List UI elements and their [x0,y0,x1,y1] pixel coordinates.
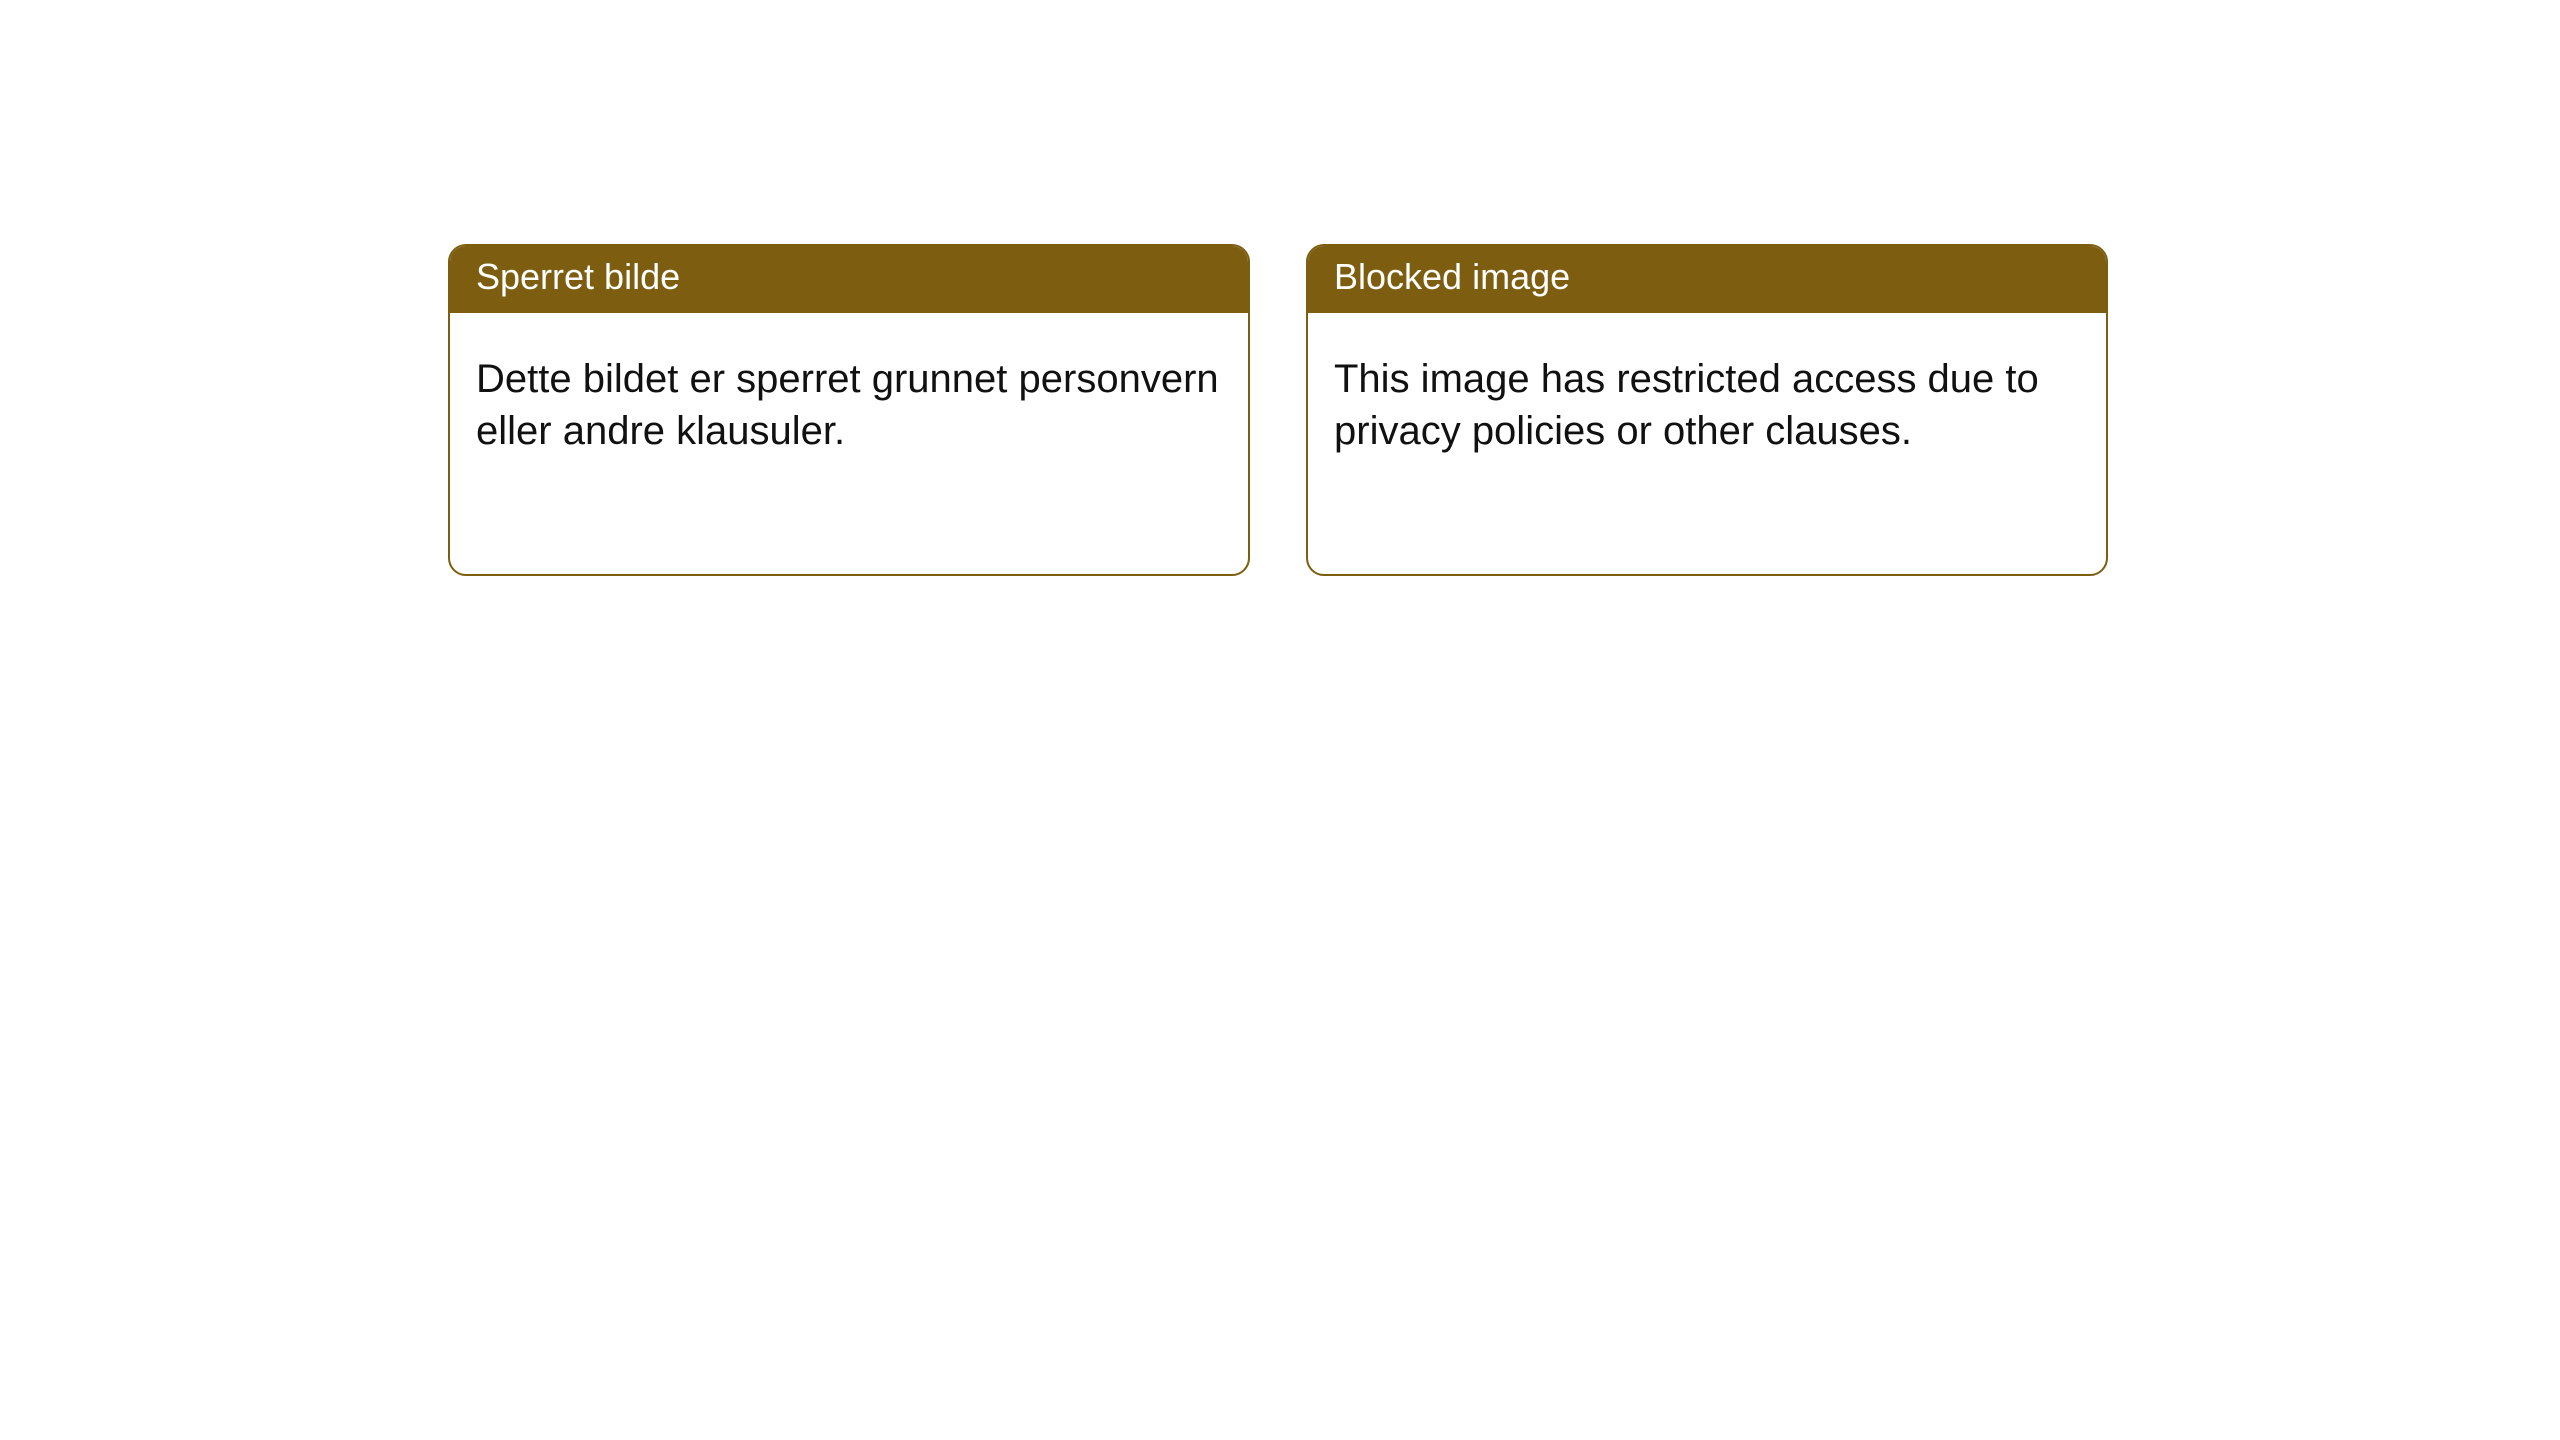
notice-body: This image has restricted access due to … [1308,313,2106,483]
notice-card-norwegian: Sperret bilde Dette bildet er sperret gr… [448,244,1250,576]
notice-body: Dette bildet er sperret grunnet personve… [450,313,1248,483]
notice-card-english: Blocked image This image has restricted … [1306,244,2108,576]
notice-title: Sperret bilde [450,246,1248,313]
notice-title: Blocked image [1308,246,2106,313]
notice-container: Sperret bilde Dette bildet er sperret gr… [0,0,2560,576]
